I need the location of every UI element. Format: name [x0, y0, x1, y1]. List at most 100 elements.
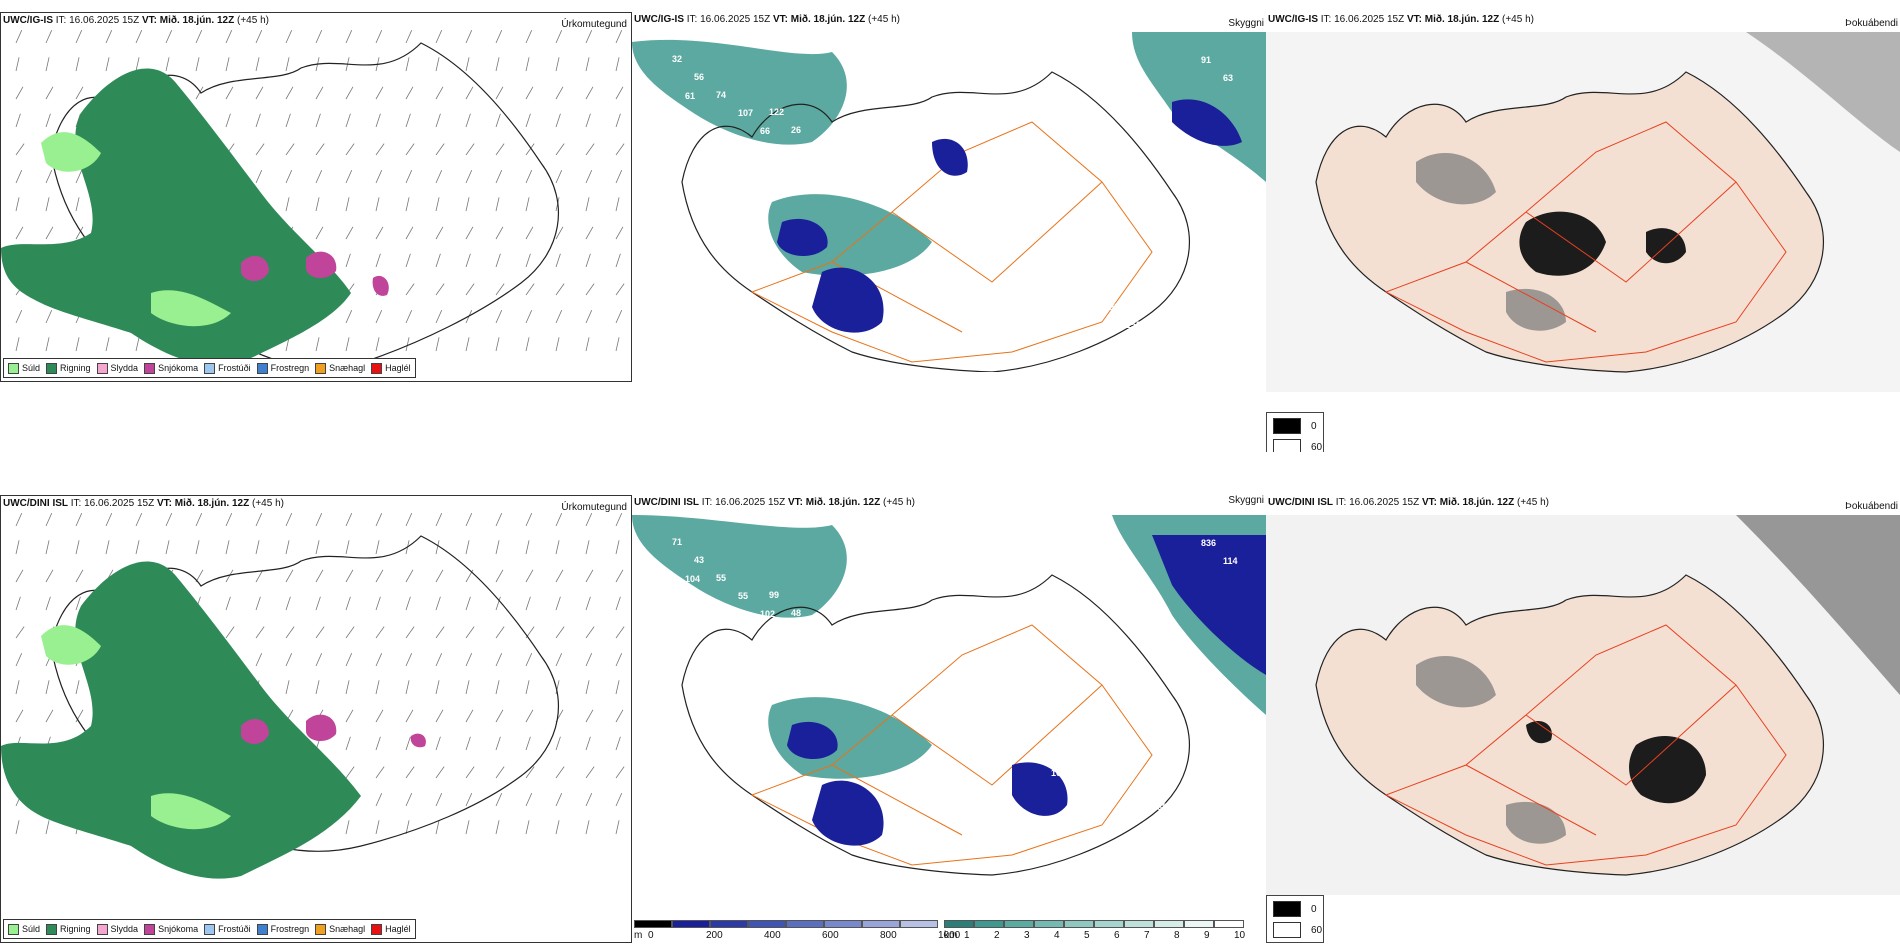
visibility-tick-label: 3 [1024, 930, 1030, 941]
wind-barb [555, 170, 563, 184]
wind-barb [525, 57, 530, 72]
model-name: UWC/IG-IS [3, 15, 53, 26]
wind-barb [315, 569, 324, 583]
precip-legend: Súld Rigning Slydda Snjókoma Frostúði Frostre… [3, 919, 416, 939]
visibility-label: 35 [932, 697, 942, 707]
visibility-label: 43 [694, 555, 704, 565]
wind-barb [75, 86, 84, 100]
wind-barb [465, 143, 475, 156]
legend-high-label: 60 [1311, 441, 1323, 453]
fog-gray-area [1416, 153, 1566, 331]
wind-barb [255, 30, 263, 44]
visibility-label: 32 [1029, 750, 1039, 760]
visibility-label: 91 [1201, 55, 1211, 65]
height-tick-label: 200 [706, 930, 723, 941]
wind-barb [195, 86, 204, 100]
precip-map [1, 30, 625, 369]
visibility-label: 126 [932, 214, 947, 224]
visibility-label: 26 [791, 125, 801, 135]
wind-barb [315, 680, 320, 695]
visibility-label: 55 [716, 573, 726, 583]
wind-barb [615, 513, 623, 527]
wind-barb [585, 197, 590, 212]
wind-barb [555, 57, 560, 72]
wind-barb [15, 569, 24, 583]
wind-barb [375, 253, 381, 268]
legend-item: Súld [8, 362, 40, 374]
wind-barb [525, 30, 533, 44]
fog-dark-area [1519, 211, 1686, 276]
visibility-label: 07 [866, 160, 876, 170]
visibility-label: 106 [954, 715, 969, 725]
visibility-colorbar-segment [1064, 920, 1094, 928]
wind-barb [585, 569, 594, 583]
issue-time: IT: 16.06.2025 15Z [55, 15, 140, 26]
wind-barb [285, 197, 290, 212]
wind-barb [525, 596, 531, 611]
visibility-panel-row1: UWC/IG-IS IT: 16.06.2025 15Z VT: Mið. 18… [632, 12, 1266, 432]
wind-barb [45, 57, 50, 72]
wind-barb [195, 30, 203, 44]
visibility-label: 73 [1082, 767, 1092, 777]
wind-barb [285, 653, 293, 667]
wind-barb [435, 736, 441, 751]
fog-index-panel-row1: UWC/IG-IS IT: 16.06.2025 15Z VT: Mið. 18… [1266, 12, 1900, 452]
wind-barb [495, 569, 504, 583]
model-name: UWC/IG-IS [634, 14, 684, 25]
wind-barb [435, 310, 443, 324]
wind-barb [615, 596, 621, 611]
valid-time: VT: Mið. 18.jún. 12Z [772, 14, 866, 25]
wind-barb [435, 569, 444, 583]
wind-barb [585, 709, 594, 723]
wind-barb [405, 86, 414, 100]
legend-swatch [96, 362, 108, 374]
wind-barb [555, 626, 565, 639]
wind-barb [465, 283, 475, 296]
wind-barb [465, 57, 470, 72]
wind-barb [465, 766, 475, 779]
wind-barb [345, 596, 351, 611]
vis-blue-area [787, 535, 1266, 846]
wind-barb [255, 170, 263, 184]
wind-barb [315, 30, 323, 44]
wind-barb [315, 337, 320, 352]
wind-barb [465, 170, 473, 184]
visibility-label: 74 [716, 90, 726, 100]
wind-barb [75, 596, 81, 611]
legend-swatch [8, 923, 19, 935]
wind-barb [555, 540, 560, 555]
road-network [1384, 624, 1787, 866]
legend-swatch [204, 923, 216, 935]
visibility-label: 32 [1073, 303, 1083, 313]
wind-barb [345, 143, 355, 156]
visibility-panel-row2: UWC/DINI ISL IT: 16.06.2025 15Z VT: Mið.… [632, 495, 1266, 945]
visibility-label: 122 [769, 107, 784, 117]
lead-time: (+45 h) [883, 497, 915, 508]
visibility-label: 103 [879, 680, 894, 690]
fog-index-panel-row2: UWC/DINI ISL IT: 16.06.2025 15Z VT: Mið.… [1266, 495, 1900, 945]
wind-barb [585, 337, 590, 352]
wind-barb [585, 540, 590, 555]
visibility-labels: 71 99 102 62 66 68 43 48 52 44 73 88 55 36 56 131 92 836 5… [672, 537, 1238, 831]
wind-barb [615, 113, 621, 128]
wind-barb [405, 709, 414, 723]
wind-barb [405, 680, 410, 695]
wind-barb [345, 626, 355, 639]
wind-barb [15, 653, 23, 667]
height-tick-label: 400 [764, 930, 781, 941]
legend-item: Rigning [46, 923, 91, 935]
wind-barb [15, 113, 21, 128]
legend-label: Slydda [110, 924, 139, 934]
visibility-label: 108 [1051, 768, 1066, 778]
wind-barb [585, 283, 595, 296]
wind-barb [435, 283, 445, 296]
wind-barb [285, 680, 290, 695]
visibility-tick-label: 4 [1054, 930, 1060, 941]
wind-barb [495, 113, 501, 128]
wind-barb [345, 170, 353, 184]
legend-low-label: 0 [1311, 903, 1317, 915]
vis-blue-area [777, 99, 1242, 333]
wind-barb [285, 569, 294, 583]
wind-barb [495, 226, 504, 240]
wind-barb [405, 113, 411, 128]
